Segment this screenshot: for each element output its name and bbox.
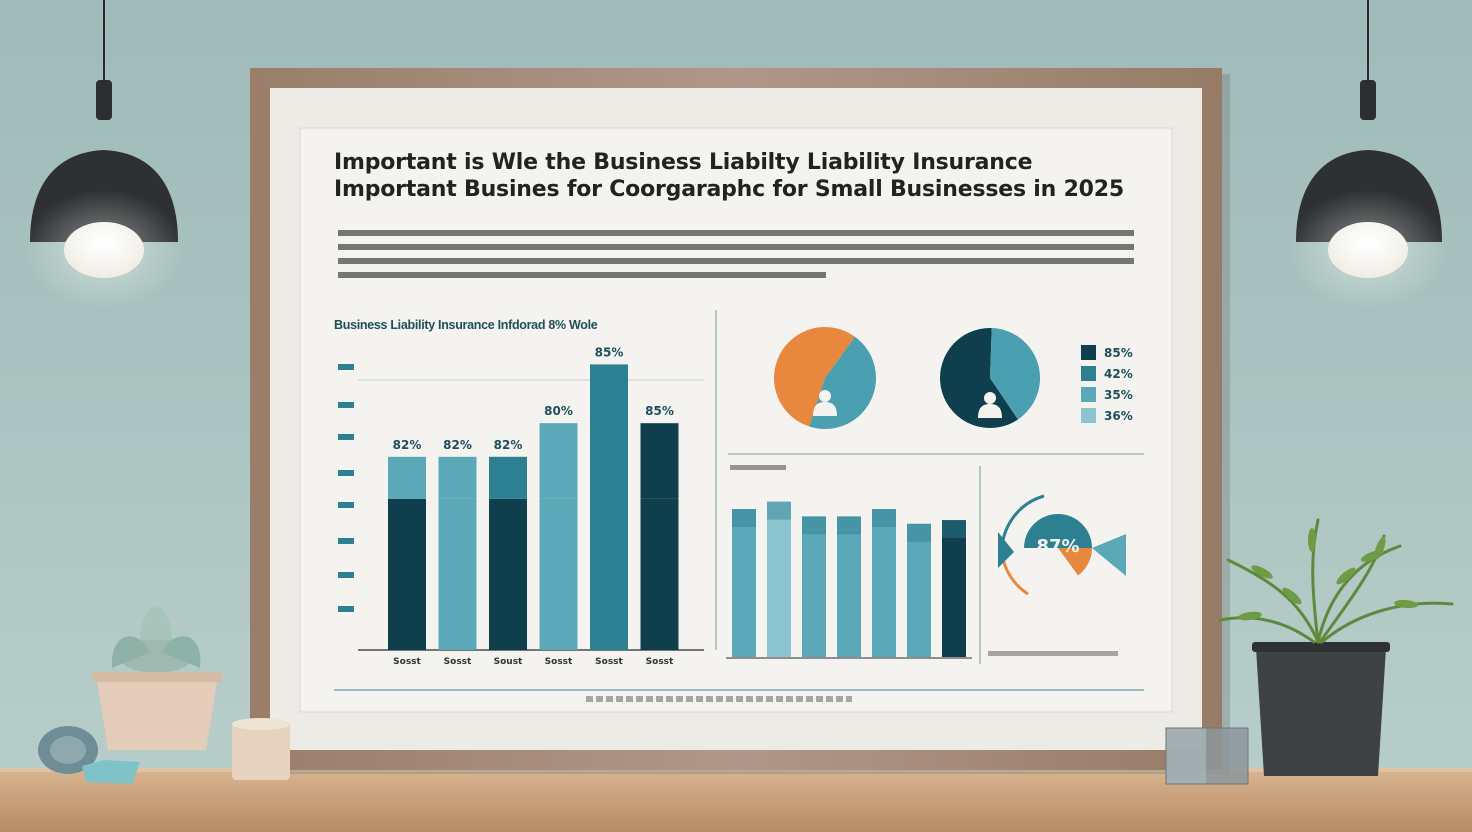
secondary-bar [872,509,896,657]
secondary-bar [837,516,861,657]
pendant-lamp-icon [24,0,184,310]
bar-category-label: Sosst [444,657,472,667]
bar-chart-title: Business Liability Insurance Infdorad 8%… [334,318,598,332]
bar-segment-upper [489,456,527,499]
pie-chart-1 [774,327,876,429]
secondary-bar-cap [837,516,861,535]
legend-swatch [1081,345,1096,360]
secondary-bar-cap [732,509,756,527]
secondary-bar [907,523,931,657]
secondary-bar-chart [726,465,972,659]
pie-slice [940,328,1018,428]
person-icon [978,392,1002,418]
bar-data-label: 85% [645,404,674,418]
poster-title-line-2: Important Busines for Coorgaraphc for Sm… [334,177,1124,202]
legend-swatch [1081,408,1096,423]
donut-center-label: 87% [1036,536,1079,557]
secondary-bar-cap [907,523,931,542]
bar-segment-lower [438,498,477,650]
legend-label: 85% [1104,346,1133,360]
poster-title-line-1: Important is Wle the Business Liabilty L… [334,150,1033,175]
bar-segment-upper [539,423,578,499]
pie-chart-2 [940,328,1040,428]
bar-segment-lower [640,498,679,650]
bar-data-label: 82% [443,438,472,452]
wooden-table [0,770,1472,832]
pie-slice [990,328,1040,420]
succulent-plant-icon [92,606,222,750]
bar-category-label: Soust [494,657,523,667]
legend-label: 36% [1104,409,1133,423]
donut-slice [1024,548,1078,582]
poster-body-text [338,230,1134,278]
secondary-bar [732,509,756,657]
candle-decor [232,718,290,780]
legend: 85% 42% 35% 36% [1081,345,1133,423]
pie-slice [774,327,855,427]
bar-data-label: 82% [393,438,422,452]
legend-label: 42% [1104,367,1133,381]
secondary-bar [942,520,966,657]
main-bar-chart: 82% Sosst 82% Sosst 82% Soust 80% Sosst 85% Sosst… [338,345,704,667]
glass-cube-decor [1165,727,1249,785]
bar-segment-upper [388,456,426,499]
bar-category-label: Sosst [646,657,674,667]
donut-slice [1058,548,1092,576]
bar-segment-lower [590,482,628,650]
bar-segment-upper [640,423,679,499]
secondary-bar [767,501,791,657]
bar-category-label: Sosst [595,657,623,667]
fern-plant-icon [1218,518,1454,776]
secondary-bar-cap [767,501,791,520]
bar-segment-lower [539,498,578,650]
y-axis-ticks [338,364,354,612]
shell-decor [38,726,140,784]
bar-category-label: Sosst [545,657,573,667]
bar-category-label: Sosst [393,657,421,667]
bar-segment-lower [489,498,527,650]
legend-label: 35% [1104,388,1133,402]
secondary-bar [802,516,826,657]
person-icon [813,390,837,416]
legend-swatch [1081,366,1096,381]
bar-data-label: 85% [595,345,624,359]
bar-segment-upper [590,364,628,482]
pendant-lamp-icon [1288,0,1448,310]
bar-segment-upper [438,456,477,499]
legend-swatch [1081,387,1096,402]
secondary-bar-cap [872,509,896,527]
bar-data-label: 80% [544,404,573,418]
bar-data-label: 82% [494,438,523,452]
secondary-bar-cap [802,516,826,535]
footer-text [586,696,852,702]
secondary-bar-cap [942,520,966,539]
donut-chart: 87% [998,494,1126,596]
donut-slice [1024,514,1092,548]
bar-segment-lower [388,498,426,650]
